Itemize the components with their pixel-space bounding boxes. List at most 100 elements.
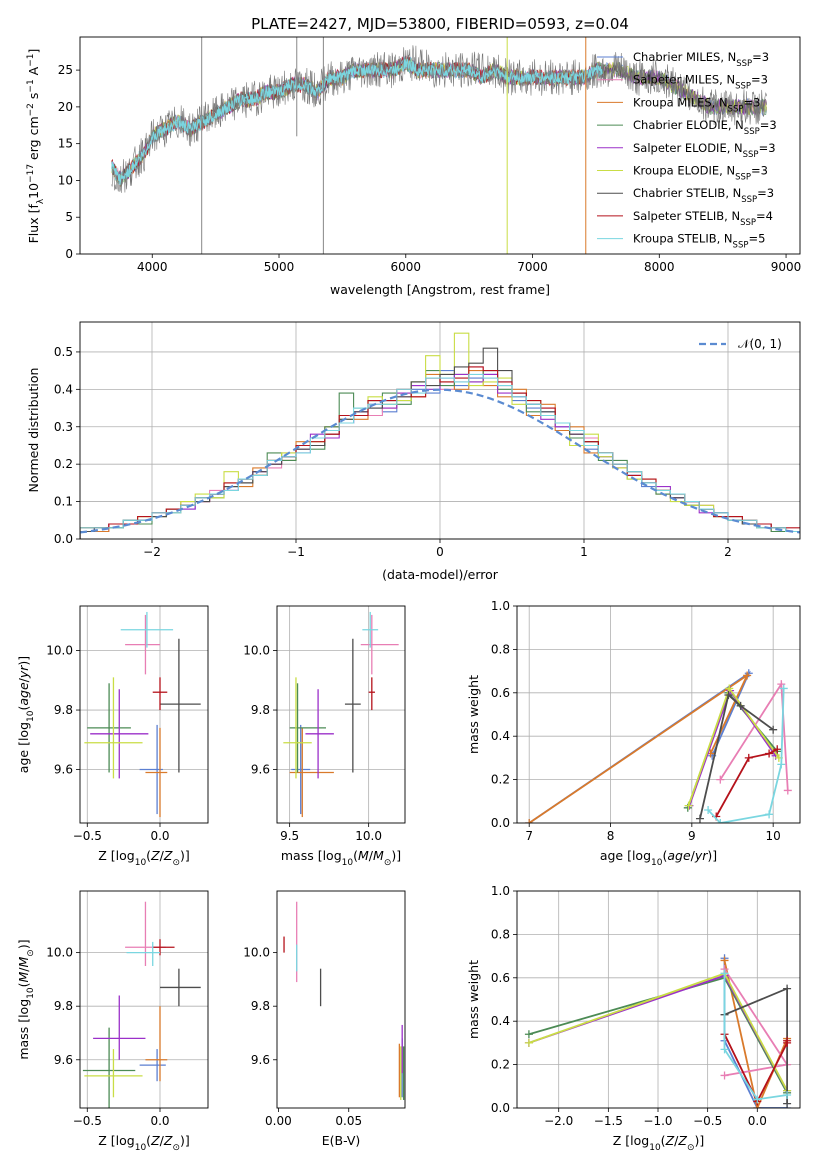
- mass-weight-marker: [720, 969, 729, 978]
- legend-label: Kroupa ELODIE, NSSP=3: [633, 164, 768, 183]
- legend-label-text: Chabrier STELIB, N: [633, 186, 741, 200]
- y-tick-label: 15: [58, 137, 73, 151]
- y-tick-label: 0.5: [54, 345, 73, 359]
- age_vs_mass-frame: [276, 605, 406, 824]
- y-tick-label: 10.0: [243, 946, 270, 960]
- y-axis-label-part: /: [16, 677, 31, 682]
- x-axis-label-part: 10: [135, 858, 147, 868]
- x-axis-label-part: /: [160, 848, 165, 863]
- y-tick-label: 0.0: [491, 1101, 510, 1115]
- clip-p-mass-z-area: [82, 901, 201, 1108]
- x-tick-label: −1: [287, 545, 305, 559]
- legend-label-suffix: =3: [757, 186, 774, 200]
- clip-res-area: [80, 332, 800, 539]
- y-tick-label: 1.0: [491, 884, 510, 898]
- x-axis-label-part: /: [674, 1133, 679, 1148]
- y-axis-label-part: −1: [26, 79, 36, 92]
- y-tick-label: 10.0: [46, 644, 73, 658]
- legend-label: Chabrier ELODIE, NSSP=3: [633, 118, 777, 137]
- y-axis-label-part: λ: [36, 198, 46, 204]
- mass-weight-marker: [695, 814, 704, 823]
- normal-curve: [80, 388, 800, 534]
- y-axis-label-part: mass [log: [16, 999, 31, 1060]
- x-tick-label: 7: [525, 829, 533, 843]
- x-tick-label: 5000: [264, 260, 295, 274]
- x-tick-label: 7000: [517, 260, 548, 274]
- legend-label-suffix: =4: [756, 209, 773, 223]
- x-axis-label-part: )]: [707, 848, 717, 863]
- x-axis-label-part: (: [146, 1133, 151, 1148]
- x-tick-label: 0.00: [265, 1114, 292, 1128]
- x-axis-label-part: 10: [342, 858, 354, 868]
- y-tick-label: 0.4: [54, 382, 73, 396]
- y-tick-label: 9.6: [54, 762, 73, 776]
- x-axis-label-part: age [log: [600, 848, 651, 863]
- x-tick-label: 0: [436, 545, 444, 559]
- chart-title: PLATE=2427, MJD=53800, FIBERID=0593, z=0…: [251, 15, 629, 33]
- x-tick-label: 0.0: [150, 829, 169, 843]
- mass-weight-marker: [524, 1030, 533, 1039]
- x-tick-label: 9000: [771, 260, 802, 274]
- x-axis-label-part: Z: [163, 848, 173, 863]
- x-tick-label: 0.05: [335, 1114, 362, 1128]
- x-axis-label: wavelength [Angstrom, rest frame]: [330, 282, 550, 297]
- y-tick-label: 0.2: [54, 457, 73, 471]
- y-axis-label-part: A: [26, 66, 41, 79]
- mass-weight-marker: [736, 701, 745, 710]
- residuals-frame: [79, 321, 801, 540]
- mass-weight-marker: [783, 1099, 792, 1108]
- y-axis-label-part: yr: [16, 665, 31, 679]
- y-axis-label-part: )]: [16, 939, 31, 949]
- mass-weight-marker: [783, 984, 792, 993]
- y-tick-label: 0.6: [491, 686, 510, 700]
- legend-label: Chabrier STELIB, NSSP=3: [633, 186, 774, 205]
- x-axis-label-part: )]: [180, 848, 190, 863]
- x-tick-label: 9: [688, 829, 696, 843]
- y-tick-label: 10.0: [243, 644, 270, 658]
- mass-weight-marker: [769, 725, 778, 734]
- mass-weight-line: [715, 748, 778, 817]
- y-axis-label-part: 10: [26, 183, 41, 199]
- x-tick-label: 10: [766, 829, 781, 843]
- y-tick-label: 0.4: [491, 1014, 510, 1028]
- residuals-panel: −2 −1 0 1 2 0.0 0.1 0.2 0.3 0.4 0.5 𝒩(0, 1) (data-mo…: [26, 321, 801, 582]
- legend-label: Kroupa MILES, NSSP=3: [633, 95, 760, 114]
- mass-vs-metallicity-panel: −0.5 0.09.69.810.0Z [log10(Z/Z⊙)]mass [lo…: [16, 890, 209, 1153]
- y-axis-label-part: −2: [26, 103, 36, 116]
- legend-label-sub: SSP: [733, 241, 749, 251]
- y-axis-label-part: 10: [26, 987, 36, 999]
- x-axis-label-part: Z [log: [613, 1133, 649, 1148]
- clip-spec-area: [111, 37, 768, 254]
- x-axis-label-part: Z: [150, 848, 160, 863]
- y-axis-label-part: ⊙: [26, 949, 36, 957]
- y-tick-label: 0.1: [54, 495, 73, 509]
- y-axis-label-part: M: [16, 972, 31, 983]
- x-axis-label-part: Z [log: [98, 1133, 134, 1148]
- y-tick-label: 9.8: [251, 999, 270, 1013]
- clip-p-mw-z-area: [524, 954, 792, 1108]
- spectrum-frame: [79, 36, 801, 255]
- mass-weight-marker: [783, 786, 792, 795]
- y-tick-label: 0.0: [491, 816, 510, 830]
- legend-label: Chabrier MILES, NSSP=3: [633, 50, 769, 69]
- mass-weight-marker: [765, 749, 774, 758]
- y-axis-label-part: s: [26, 93, 41, 104]
- y-axis-label-part: 10: [26, 710, 36, 722]
- mass-weight-marker: [524, 1038, 533, 1047]
- age-vs-metallicity-panel: −0.5 0.09.69.810.0Z [log10(Z/Z⊙)]age [log…: [16, 605, 209, 868]
- mass-weight-marker: [704, 805, 713, 814]
- mass_vs_metallicity-frame: [79, 890, 209, 1109]
- x-axis-label-part: ⊙: [172, 858, 180, 868]
- mass-weight-marker: [743, 671, 752, 680]
- x-tick-label: −0.5: [73, 1114, 102, 1128]
- x-axis-label-part: ⊙: [687, 1143, 695, 1153]
- legend-label-text: Salpeter STELIB, N: [633, 209, 740, 223]
- mass_weight_vs_age-frame: [516, 605, 801, 824]
- y-tick-label: 0.4: [491, 729, 510, 743]
- y-axis-label-part: Flux [f: [26, 204, 41, 244]
- y-axis-label-part: −1: [26, 54, 36, 67]
- y-tick-label: 0.6: [491, 971, 510, 985]
- clip-p-age-z-area: [84, 611, 201, 818]
